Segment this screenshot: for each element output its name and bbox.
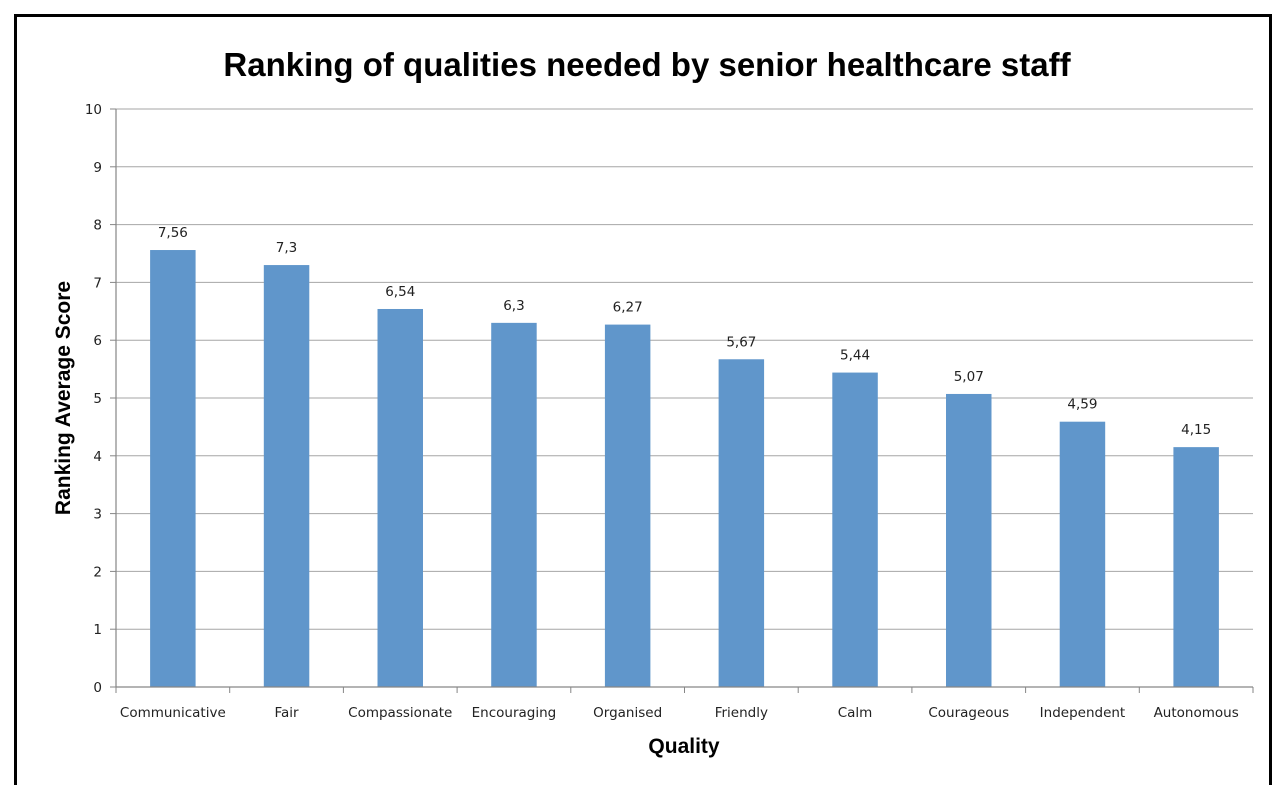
data-label: 5,07 <box>954 369 984 385</box>
bar <box>263 265 310 687</box>
x-tick-label: Communicative <box>120 705 226 721</box>
data-label: 6,54 <box>385 284 415 300</box>
data-label: 6,27 <box>613 300 643 316</box>
x-tick-label: Courageous <box>928 705 1009 721</box>
data-label: 5,67 <box>726 334 756 350</box>
y-axis-title: Ranking Average Score <box>52 281 75 515</box>
bar <box>946 393 992 687</box>
data-label: 7,56 <box>158 225 188 241</box>
bar <box>491 322 537 687</box>
y-axis-ticks: 0 1 2 3 4 5 6 7 8 9 10 <box>85 102 116 696</box>
data-label: 4,15 <box>1181 422 1211 438</box>
x-tick-label: Fair <box>274 705 299 721</box>
bar <box>1173 447 1219 687</box>
y-tick-label: 10 <box>85 102 102 118</box>
y-tick-label: 0 <box>93 680 102 696</box>
y-tick-label: 5 <box>93 391 102 407</box>
data-label: 4,59 <box>1067 397 1097 413</box>
bars: 7,56 7,3 6,54 6,3 6,27 5,67 5,44 5,07 4,59 4,15 <box>150 225 1219 688</box>
y-tick-label: 8 <box>93 218 102 234</box>
y-tick-label: 1 <box>93 622 102 638</box>
bar <box>604 324 651 687</box>
x-tick-label: Encouraging <box>472 705 557 721</box>
x-tick-label: Compassionate <box>348 705 452 721</box>
y-tick-label: 4 <box>93 449 102 465</box>
x-tick-label: Autonomous <box>1154 705 1239 721</box>
data-label: 6,3 <box>503 298 524 314</box>
x-tick-label: Friendly <box>715 705 768 721</box>
bar <box>377 308 423 687</box>
bar <box>832 372 878 687</box>
y-tick-label: 7 <box>93 275 102 291</box>
y-tick-label: 2 <box>93 564 102 580</box>
x-tick-label: Calm <box>838 705 873 721</box>
data-label: 7,3 <box>276 240 297 256</box>
y-tick-label: 6 <box>93 333 102 349</box>
x-axis: Communicative Fair Compassionate Encouragin… <box>115 109 1254 721</box>
y-tick-label: 9 <box>93 160 102 176</box>
chart-title: Ranking of qualities needed by senior he… <box>223 46 1071 83</box>
data-label: 5,44 <box>840 348 870 364</box>
y-tick-label: 3 <box>93 507 102 523</box>
x-tick-label: Independent <box>1040 705 1126 721</box>
x-tick-label: Organised <box>593 705 662 721</box>
x-axis-title: Quality <box>648 735 720 758</box>
bar <box>718 359 765 687</box>
bar <box>1059 421 1106 687</box>
bar <box>150 250 196 688</box>
